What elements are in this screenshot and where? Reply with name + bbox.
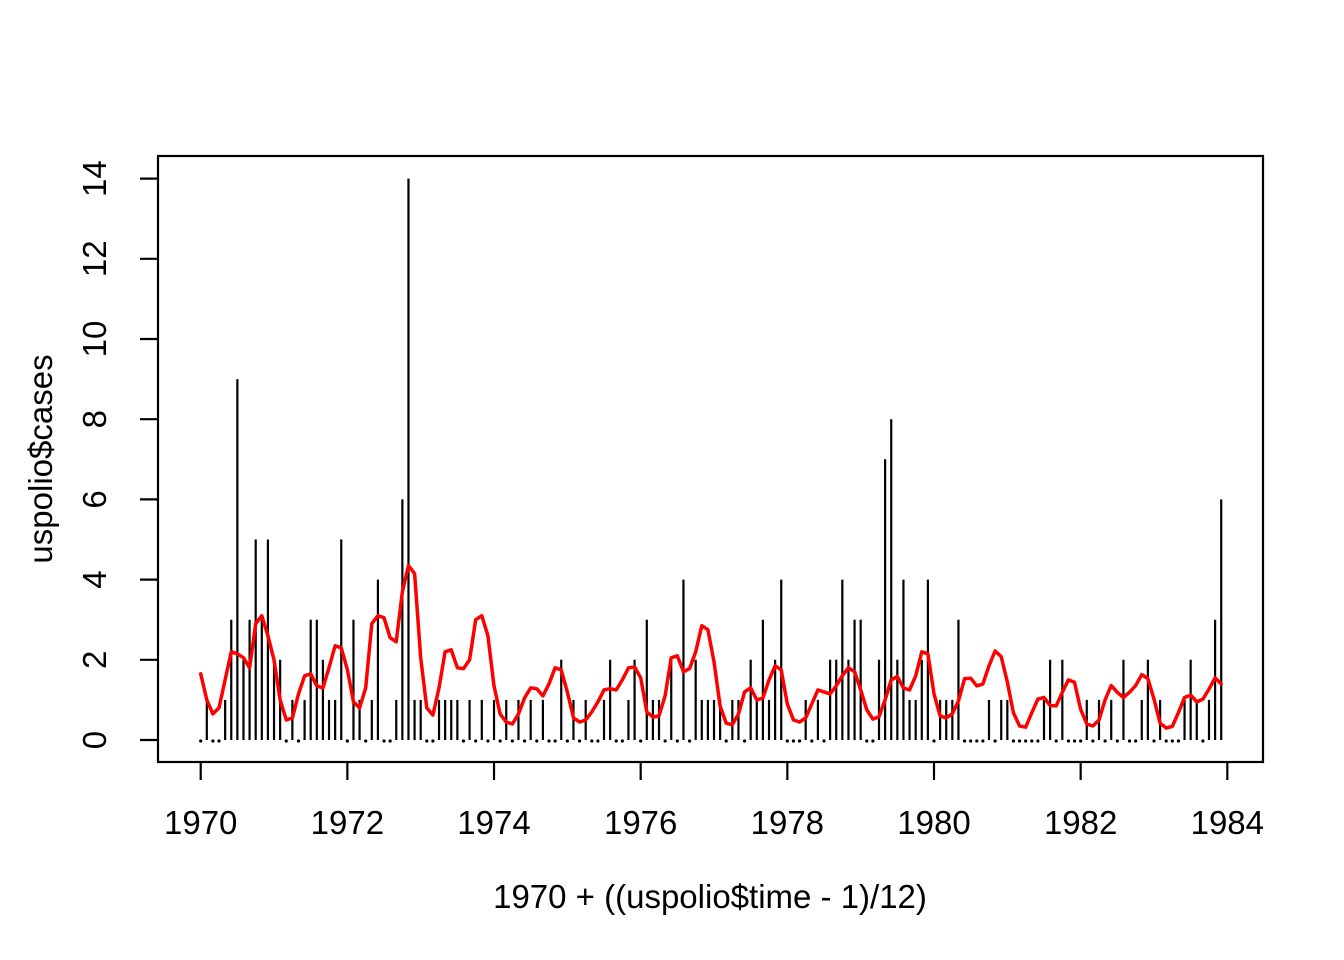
zero-dot — [1079, 739, 1083, 743]
zero-dot — [969, 739, 973, 743]
zero-dot — [1036, 739, 1040, 743]
zero-dot — [547, 739, 551, 743]
zero-dot — [461, 739, 466, 743]
x-tick-label: 1978 — [751, 804, 824, 841]
y-tick-label: 10 — [76, 321, 113, 358]
zero-dot — [1072, 739, 1077, 743]
zero-dot — [981, 739, 985, 743]
zero-dot — [1011, 739, 1016, 743]
x-axis-title: 1970 + ((uspolio$time - 1)/12) — [493, 878, 927, 915]
zero-dot — [486, 739, 490, 743]
zero-dot — [284, 739, 288, 743]
zero-dot — [388, 739, 392, 743]
zero-dot — [993, 739, 997, 743]
x-tick-label: 1982 — [1044, 804, 1117, 841]
fitted-line — [198, 563, 1223, 730]
zero-dot — [785, 739, 789, 743]
x-tick-label: 1984 — [1191, 804, 1264, 841]
zero-dot — [1176, 739, 1181, 743]
zero-dot — [1170, 739, 1174, 743]
zero-dot — [1017, 739, 1022, 743]
x-tick-label: 1972 — [311, 804, 384, 841]
zero-dot — [1091, 739, 1095, 743]
zero-dot — [865, 739, 869, 743]
zero-dot — [962, 739, 967, 743]
zero-dot — [1164, 739, 1168, 743]
zero-dot — [211, 739, 215, 743]
cases-spike-series — [205, 178, 1223, 740]
zero-dot — [932, 739, 936, 743]
zero-dot — [382, 739, 386, 743]
zero-dot — [724, 739, 728, 743]
y-axis: 0 2 4 6 8 10 12 14 — [76, 160, 158, 749]
y-tick-label: 0 — [76, 731, 113, 749]
x-tick-label: 1980 — [897, 804, 970, 841]
x-tick-label: 1976 — [604, 804, 677, 841]
zero-dot — [975, 739, 979, 743]
y-tick-label: 12 — [76, 240, 113, 277]
zero-dot — [1024, 739, 1028, 743]
zero-dot — [522, 739, 527, 743]
zero-dot — [1030, 739, 1034, 743]
x-tick-label: 1970 — [164, 804, 237, 841]
y-tick-label: 8 — [76, 410, 113, 428]
zero-dot — [425, 739, 429, 743]
zero-dot — [675, 739, 679, 743]
zero-dot — [535, 739, 539, 743]
zero-value-dots — [199, 739, 1205, 743]
zero-dot — [577, 739, 582, 743]
y-axis-title: uspolio$cases — [22, 354, 59, 563]
zero-dot — [797, 739, 802, 743]
zero-dot — [1066, 739, 1071, 743]
zero-dot — [296, 739, 301, 743]
y-tick-label: 2 — [76, 651, 113, 669]
zero-dot — [510, 739, 514, 743]
zero-dot — [431, 739, 435, 743]
zero-dot — [590, 739, 594, 743]
zero-dot — [1127, 739, 1132, 743]
zero-dot — [687, 739, 692, 743]
zero-dot — [871, 739, 875, 743]
zero-dot — [663, 739, 667, 743]
zero-dot — [742, 739, 747, 743]
zero-dot — [345, 739, 349, 743]
zero-dot — [199, 739, 203, 743]
zero-dot — [565, 739, 569, 743]
zero-dot — [1115, 739, 1119, 743]
x-axis: 1970 1972 1974 1976 1978 1980 1982 1984 — [164, 762, 1264, 841]
y-tick-label: 6 — [76, 490, 113, 508]
zero-dot — [822, 739, 826, 743]
zero-dot — [474, 739, 478, 743]
zero-dot — [553, 739, 557, 743]
zero-dot — [364, 739, 368, 743]
zero-dot — [1201, 739, 1205, 743]
zero-dot — [1103, 739, 1107, 743]
zero-dot — [620, 739, 624, 743]
y-tick-label: 14 — [76, 160, 113, 197]
zero-dot — [498, 739, 502, 743]
x-tick-label: 1974 — [457, 804, 530, 841]
zero-dot — [810, 739, 814, 743]
zero-dot — [639, 739, 643, 743]
y-tick-label: 4 — [76, 570, 113, 588]
zero-dot — [596, 739, 600, 743]
plot-box — [156, 154, 1265, 764]
zero-dot — [217, 739, 221, 743]
zero-dot — [791, 739, 796, 743]
zero-dot — [1054, 739, 1058, 743]
zero-dot — [1152, 739, 1156, 743]
zero-dot — [614, 739, 618, 743]
zero-dot — [1134, 739, 1138, 743]
